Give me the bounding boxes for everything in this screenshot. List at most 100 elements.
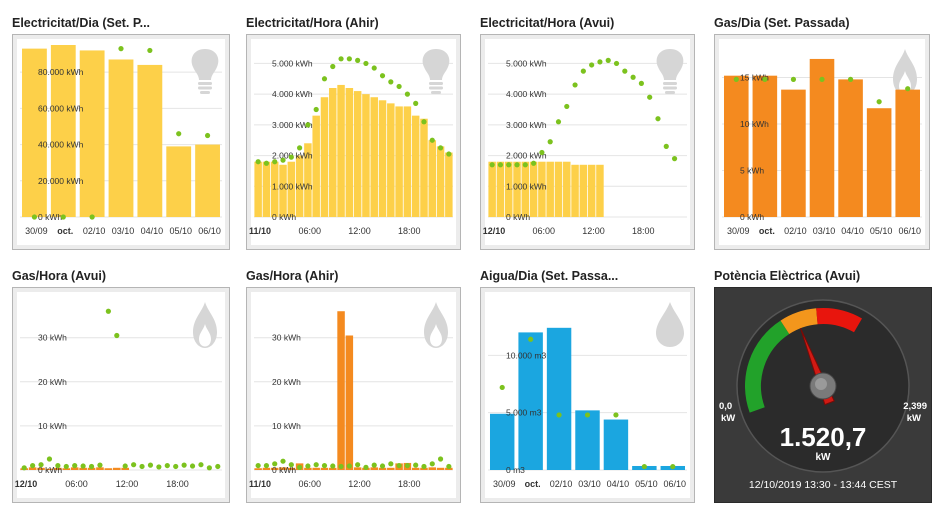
gauge-timestamp: 12/10/2019 13:30 - 13:44 CEST [749,479,898,491]
bar [22,48,47,218]
data-point [131,462,137,468]
data-point [204,132,211,139]
data-point [396,462,402,469]
data-point [176,131,182,137]
bar [79,50,105,217]
data-point [404,91,410,97]
y-tick-label: 3.000 kWh [506,120,547,130]
bar [254,468,262,470]
data-point [147,47,153,54]
bar [370,97,378,217]
data-point [363,60,369,67]
chart-panel[interactable]: 0 kWh 10 kWh 20 kWh 30 kWh 11/10 06:00 12:00 18… [246,287,461,503]
x-tick-label: 03/10 [578,479,601,489]
gauge-zone-green [745,320,790,413]
data-point [556,412,562,418]
lightbulb-icon [656,49,684,94]
data-point [80,463,86,469]
y-tick-label: 0 kWh [272,212,296,222]
x-tick-label: 12:00 [348,479,371,489]
data-point [597,59,603,65]
x-tick-label: 04/10 [607,479,630,489]
data-point [63,463,69,470]
gauge-zone-red [816,308,862,333]
x-tick-label: 02/10 [83,226,106,236]
data-point [671,156,678,162]
data-point [189,463,196,469]
bar [436,146,445,217]
y-tick-label: 5.000 kWh [272,58,313,68]
x-tick-label: 03/10 [112,226,135,236]
data-point [346,56,352,62]
flame-icon [193,302,217,348]
chart-panel[interactable]: 0 kWh 10 kWh 20 kWh 30 kWh 12/10 06:00 12:00 18… [12,287,230,503]
data-point [156,464,162,470]
bar [279,164,287,217]
lightbulb-base-tip [431,91,441,94]
data-point [555,119,562,125]
chart-panel[interactable]: 0 m3 5.000 m3 10.000 m3 30/09 oct. 02/10 03/10… [480,287,695,503]
y-tick-label: 1.000 kWh [272,181,313,191]
x-tick-label: 06:00 [298,226,321,236]
x-tick-label: 18:00 [632,226,655,236]
bar-chart: 0 kWh 5 kWh 10 kWh 15 kWh 30/09 oct. 02/10 03/1… [722,49,922,236]
data-point [173,463,179,470]
y-tick-label: 3.000 kWh [272,120,313,130]
chart-panel[interactable]: 0 kWh 20.000 kWh 40.000 kWh 60.000 kWh 80.00… [12,34,230,250]
bar [420,118,428,217]
data-point [263,160,270,166]
bar [781,89,806,217]
data-point [531,160,537,166]
chart-panel[interactable]: 0 kWh 1.000 kWh 2.000 kWh 3.000 kWh 4.000 kW… [480,34,695,250]
lightbulb-glass [191,49,219,80]
bar [752,75,778,217]
x-tick-label: 06/10 [664,479,687,489]
gauge-panel[interactable]: 0,0 kW 2,399 kW 1.520,7 kW 12/10/2019 13… [714,287,932,503]
bar [270,467,279,470]
bar [428,140,437,217]
data-point [31,214,38,220]
data-point [429,137,435,143]
bar [329,467,337,470]
bar [603,419,629,470]
bar [387,467,395,470]
bar [79,467,87,470]
flame-inner [430,324,442,347]
bar [108,59,134,218]
y-tick-label: 30 kWh [272,333,301,343]
data-point [122,463,128,469]
chart-panel[interactable]: 0 kWh 1.000 kWh 2.000 kWh 3.000 kWh 4.000 kW… [246,34,461,250]
bar [436,467,445,470]
chart-title: Gas/Dia (Set. Passada) [714,16,850,30]
data-point [790,76,797,82]
data-point [297,464,303,470]
bar-chart: 0 kWh 10 kWh 20 kWh 30 kWh 11/10 06:00 12:00 18… [249,302,453,489]
bar [353,467,362,470]
bar [28,467,37,470]
gauge-max-value: 2,399 [903,401,927,412]
data-point [21,465,27,471]
x-tick-label: 05/10 [870,226,893,236]
bar [104,468,113,470]
bar [488,161,496,217]
data-point [313,462,319,468]
data-point [288,154,294,160]
y-tick-label: 10 kWh [740,119,769,129]
x-tick-label: 12:00 [348,226,371,236]
flame-icon [893,49,917,95]
bar [254,161,262,217]
x-tick-label: oct. [525,479,541,489]
chart-panel[interactable]: 0 kWh 5 kWh 10 kWh 15 kWh 30/09 oct. 02/10 03/1… [714,34,930,250]
x-tick-label: oct. [57,226,73,236]
data-point [89,214,95,220]
data-point [638,80,644,86]
data-point [280,157,286,163]
bar [50,45,76,217]
data-point [404,462,410,469]
x-tick-label: 12/10 [15,479,38,489]
bar [411,115,420,217]
data-point [97,462,103,468]
bar [304,467,312,470]
bar [866,108,892,217]
data-point [371,65,377,71]
